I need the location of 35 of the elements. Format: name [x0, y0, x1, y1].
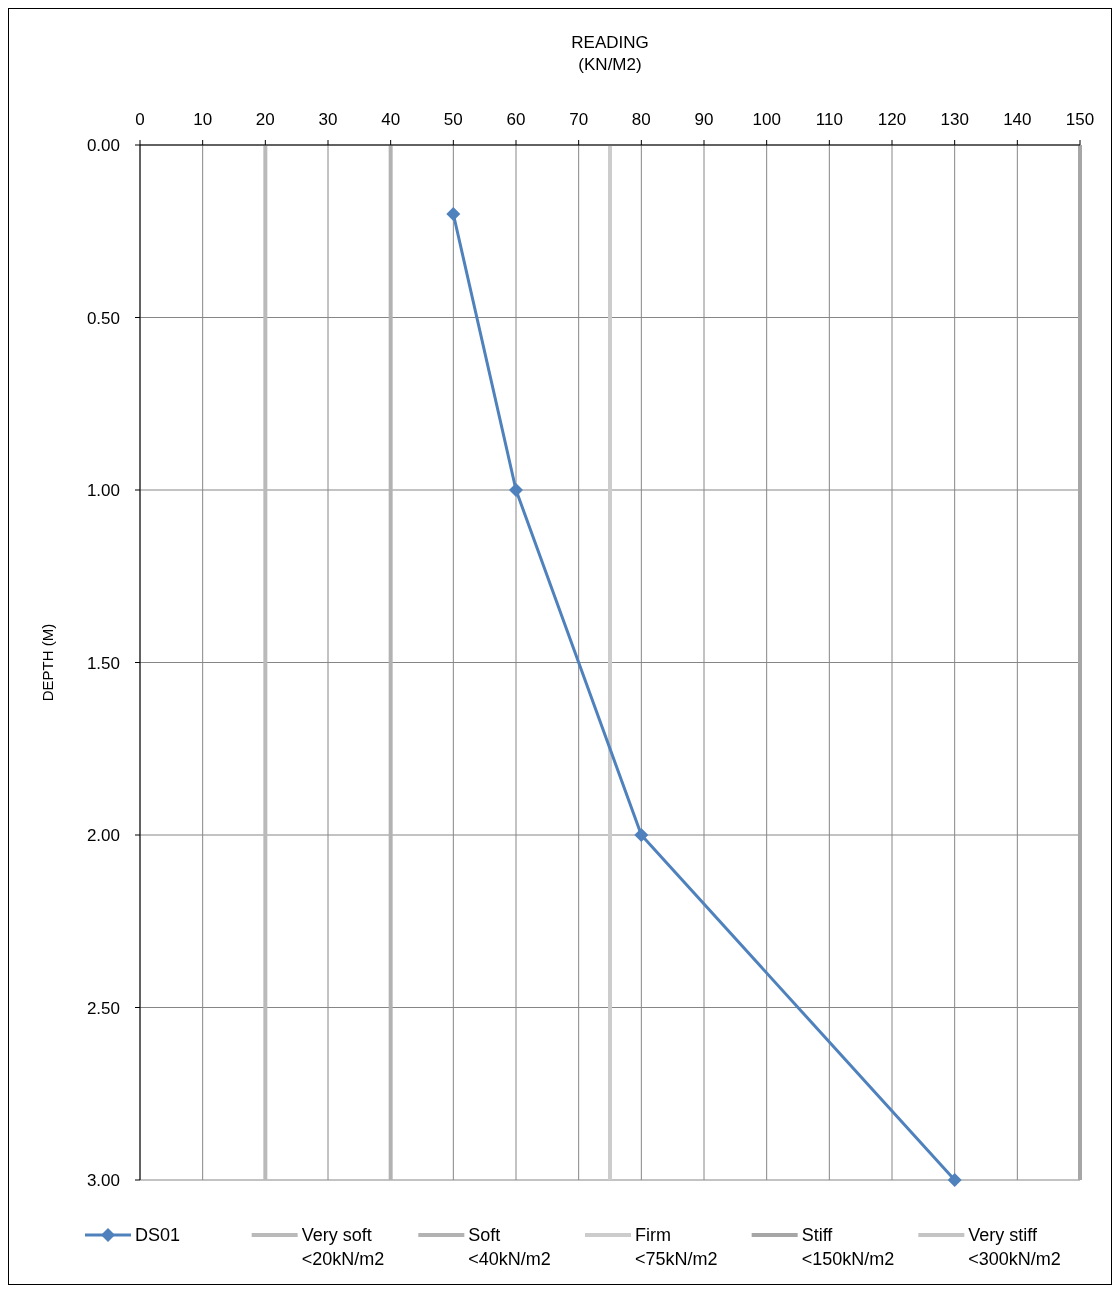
x-tick-label: 60: [506, 110, 526, 129]
y-tick-label: 3.00: [86, 1171, 120, 1190]
x-tick-label: 0: [135, 110, 145, 129]
y-tick-label: 2.00: [86, 826, 120, 845]
y-tick-label: 2.50: [86, 998, 120, 1018]
x-tick-label: 70: [569, 110, 589, 129]
y-axis-title: DEPTH (M): [39, 623, 56, 702]
x-tick-label: 30: [318, 110, 338, 129]
x-tick-label: 20: [255, 110, 275, 129]
point: [509, 483, 523, 497]
x-axis-title: READING (KN/M2): [571, 33, 649, 74]
x-tick-label: 10: [193, 110, 213, 129]
x-tick-label: 90: [694, 110, 714, 129]
x-tick-label: 40: [381, 110, 401, 129]
legend-label: Firm <75kN/m2: [635, 1225, 718, 1269]
legend-label: Very stiff <300kN/m2: [968, 1225, 1061, 1269]
x-tick-label: 80: [631, 110, 651, 129]
y-tick-label: 0.00: [86, 136, 120, 155]
y-tick-label: 1.00: [86, 481, 120, 500]
x-tick-label: 140: [1003, 110, 1032, 129]
legend-label: Very soft <20kN/m2: [301, 1225, 385, 1269]
x-tick-label: 120: [877, 110, 907, 129]
x-tick-label: 130: [940, 110, 969, 129]
x-tick-label: 50: [443, 110, 463, 129]
point: [634, 828, 649, 842]
y-tick-label: 0.50: [86, 308, 120, 328]
x-tick-label: 150: [1065, 110, 1095, 129]
y-tick-label: 1.50: [86, 653, 120, 673]
x-tick-label: 100: [752, 110, 781, 129]
point: [446, 207, 461, 221]
legend-label: Soft <40kN/m2: [468, 1225, 551, 1269]
point: [947, 1173, 962, 1187]
legend-label: Stiff <150kN/m2: [801, 1225, 895, 1269]
x-tick-label: 110: [815, 110, 843, 129]
legend-label: DS01: [135, 1225, 181, 1245]
